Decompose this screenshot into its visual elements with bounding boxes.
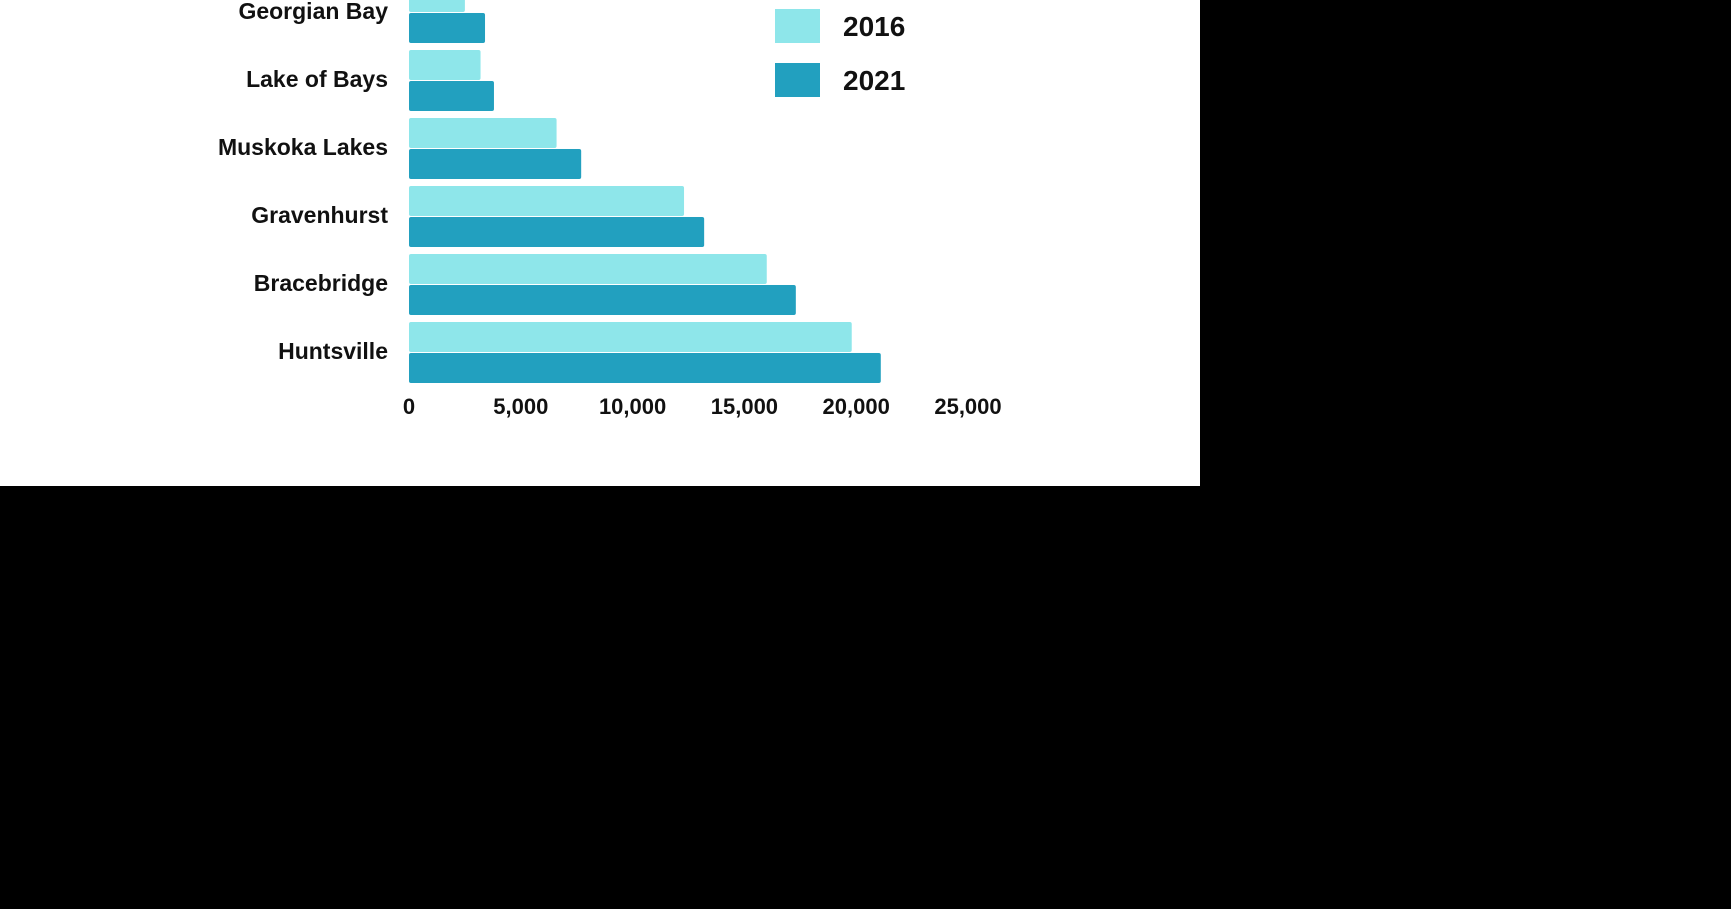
bar-2016-lake-of-bays bbox=[409, 50, 481, 80]
bar-2016-muskoka-lakes bbox=[409, 118, 557, 148]
legend-swatch-2016 bbox=[775, 9, 820, 43]
bar-2016-huntsville bbox=[409, 322, 852, 352]
chart-svg: Georgian Bay Lake of Bays Muskoka Lakes Gra… bbox=[218, 0, 1002, 419]
legend-label-2021: 2021 bbox=[843, 65, 905, 96]
bar-2021-lake-of-bays bbox=[409, 81, 494, 111]
x-tick-label: 5,000 bbox=[493, 394, 548, 419]
bar-2016-gravenhurst bbox=[409, 186, 685, 216]
x-tick-label: 20,000 bbox=[823, 394, 890, 419]
bar-2021-bracebridge bbox=[409, 285, 796, 315]
legend-swatch-2021 bbox=[775, 63, 820, 97]
chart-panel: Georgian Bay Lake of Bays Muskoka Lakes Gra… bbox=[0, 0, 1200, 486]
x-tick-label: 10,000 bbox=[599, 394, 666, 419]
bar-2021-muskoka-lakes bbox=[409, 149, 582, 179]
bar-2021-huntsville bbox=[409, 353, 881, 383]
bar-2021-georgian-bay bbox=[409, 13, 486, 43]
bar-2021-gravenhurst bbox=[409, 217, 705, 247]
category-label: Bracebridge bbox=[254, 270, 388, 296]
category-labels: Georgian Bay Lake of Bays Muskoka Lakes Gra… bbox=[218, 0, 388, 364]
x-axis-tick-labels: 0 5,000 10,000 15,000 20,000 25,000 bbox=[403, 394, 1002, 419]
category-label: Muskoka Lakes bbox=[218, 134, 388, 160]
x-tick-label: 25,000 bbox=[934, 394, 1001, 419]
bar-2016-georgian-bay bbox=[409, 0, 465, 12]
category-label: Georgian Bay bbox=[238, 0, 388, 24]
x-tick-label: 15,000 bbox=[711, 394, 778, 419]
category-label: Lake of Bays bbox=[246, 66, 388, 92]
x-tick-label: 0 bbox=[403, 394, 415, 419]
legend-label-2016: 2016 bbox=[843, 11, 905, 42]
bar-2016-bracebridge bbox=[409, 254, 767, 284]
legend: 2016 2021 bbox=[775, 9, 905, 97]
bars-layer bbox=[409, 0, 881, 383]
category-label: Gravenhurst bbox=[251, 202, 388, 228]
category-label: Huntsville bbox=[278, 338, 388, 364]
